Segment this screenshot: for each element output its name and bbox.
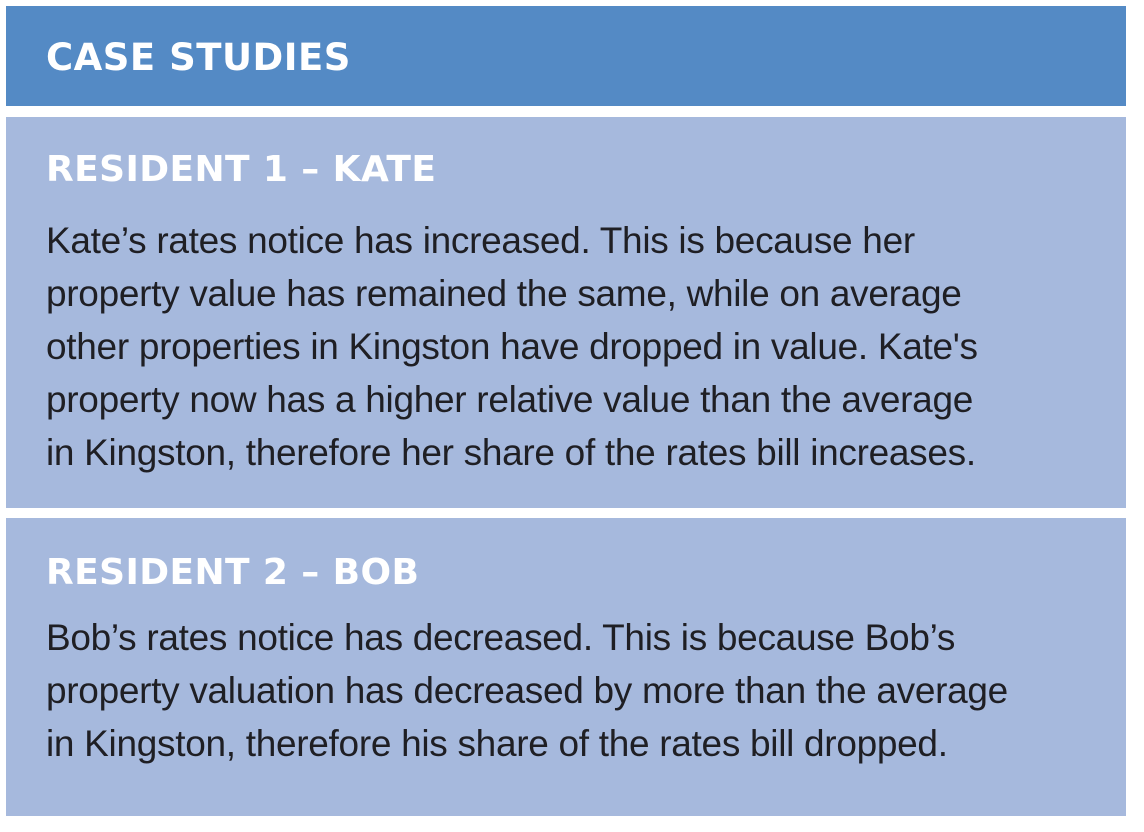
resident-1-line: Kate’s rates notice has increased. This … [46,220,915,261]
case-studies-header: CASE STUDIES [6,6,1126,106]
resident-2-line: property valuation has decreased by more… [46,670,1008,711]
resident-1-line: other properties in Kingston have droppe… [46,326,978,367]
resident-1-panel: RESIDENT 1 – KATE Kate’s rates notice ha… [6,117,1126,508]
resident-2-panel: RESIDENT 2 – BOB Bob’s rates notice has … [6,518,1126,816]
resident-1-heading: RESIDENT 1 – KATE [46,149,437,190]
resident-1-description: Kate’s rates notice has increased. This … [46,214,1116,479]
resident-2-line: in Kingston, therefore his share of the … [46,723,948,764]
resident-2-description: Bob’s rates notice has decreased. This i… [46,611,1116,770]
resident-2-line: Bob’s rates notice has decreased. This i… [46,617,956,658]
page-title: CASE STUDIES [46,35,351,79]
resident-1-line: property now has a higher relative value… [46,379,973,420]
resident-1-line: property value has remained the same, wh… [46,273,962,314]
resident-1-line: in Kingston, therefore her share of the … [46,432,976,473]
resident-2-heading: RESIDENT 2 – BOB [46,552,420,593]
